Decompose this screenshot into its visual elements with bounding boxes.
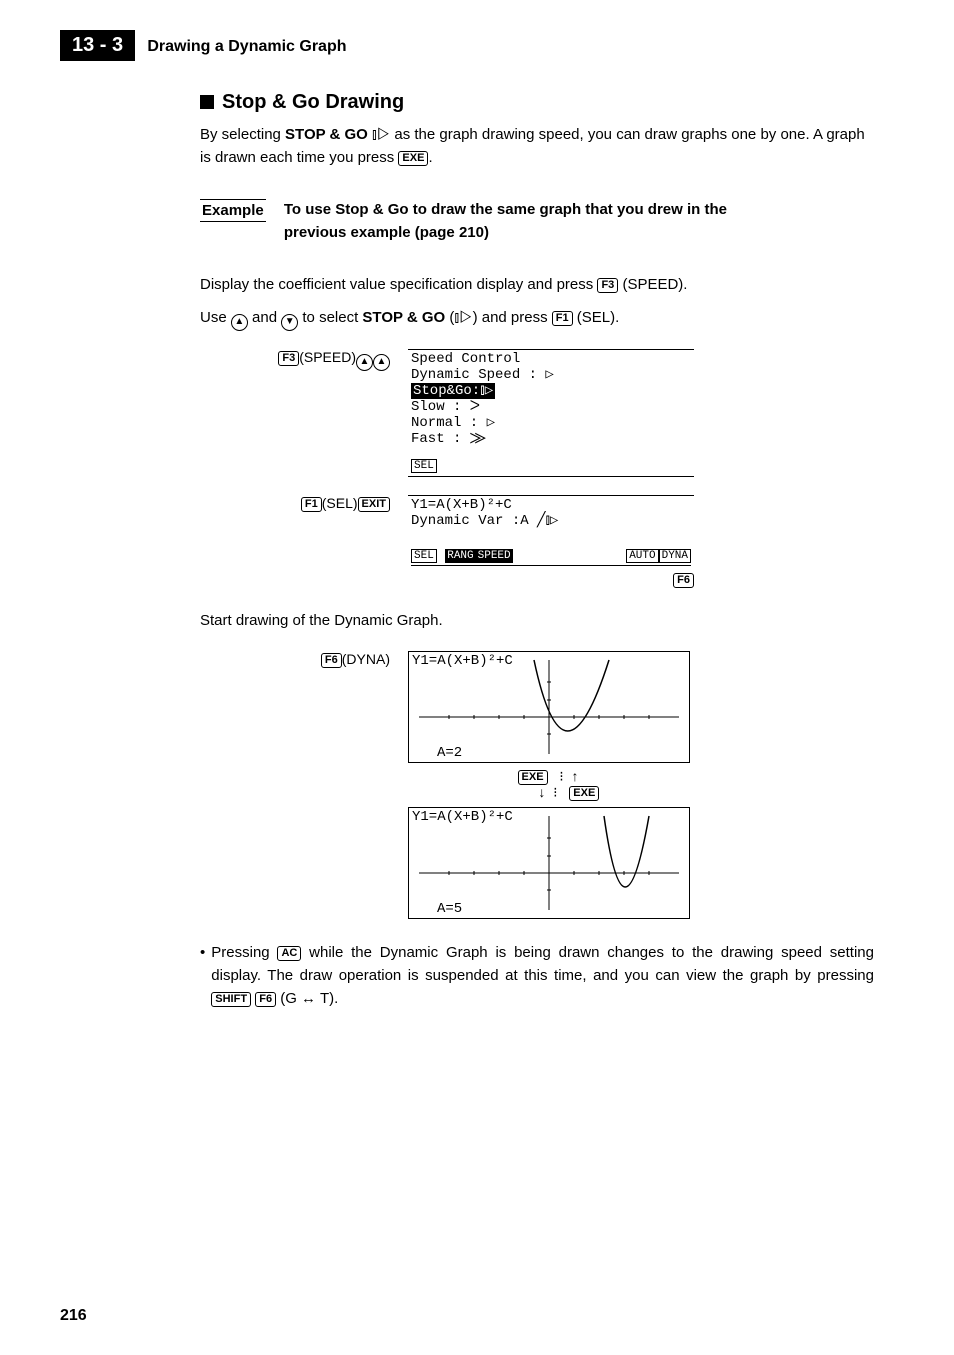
step2: Use ▲ and ▼ to select STOP & GO (⫾▷) and… — [200, 307, 874, 331]
down-key-icon: ▼ — [281, 314, 298, 331]
lcd-screen-2: Y1=A(X+B)²+C Dynamic Var :A ╱⫾▷ SEL RANG… — [408, 495, 694, 567]
bullet-a: Pressing — [211, 944, 277, 961]
step2-d: STOP & GO — [362, 309, 445, 326]
bullet-dot: • — [200, 941, 205, 1011]
lcd1-line3: Stop&Go:⫾▷ — [411, 383, 495, 399]
lcd2-line1: Y1=A(X+B)²+C — [411, 497, 691, 513]
lcd2-dyna-btn: DYNA — [659, 549, 691, 563]
f3-key-icon: F3 — [597, 278, 618, 293]
lcd1-line4: Slow : ᐳ — [411, 399, 691, 415]
bullet-c: (G ↔ T). — [276, 990, 338, 1007]
ac-key-icon: AC — [277, 946, 301, 961]
graph2-a-value: A=5 — [437, 901, 462, 917]
step1: Display the coefficient value specificat… — [200, 274, 874, 297]
step2-e: (⫾▷) and press — [445, 309, 552, 326]
graph-screen-1: Y1=A(X+B)²+C — [408, 651, 690, 763]
lcd2-sel-btn: SEL — [411, 549, 437, 563]
step2-f: (SEL). — [573, 309, 620, 326]
intro-text-b: STOP & GO — [285, 126, 368, 143]
intro-paragraph: By selecting STOP & GO ⫾▷ as the graph d… — [200, 124, 874, 169]
lcd1-line5: Normal : ▷ — [411, 415, 691, 431]
step2-c: to select — [298, 309, 362, 326]
up-key-icon: ▲ — [231, 314, 248, 331]
chapter-title: Drawing a Dynamic Graph — [147, 38, 346, 56]
section-title-text: Stop & Go Drawing — [222, 91, 404, 113]
step1-a: Display the coefficient value specificat… — [200, 276, 597, 293]
up-key-icon: ▲ — [373, 354, 390, 371]
note-bullet: • Pressing AC while the Dynamic Graph is… — [200, 941, 874, 1011]
exe-key-icon: EXE — [569, 786, 599, 801]
example-text: To use Stop & Go to draw the same graph … — [284, 199, 764, 244]
start-line: Start drawing of the Dynamic Graph. — [200, 610, 874, 633]
bullet-b: while the Dynamic Graph is being drawn c… — [211, 944, 874, 984]
row2-keys: F1(SEL)EXIT — [200, 495, 408, 512]
step2-a: Use — [200, 309, 231, 326]
up-key-icon: ▲ — [356, 354, 373, 371]
f3-key-icon: F3 — [278, 351, 299, 366]
intro-text-a: By selecting — [200, 126, 285, 143]
graph-screen-2: Y1=A(X+B)²+C — [408, 807, 690, 919]
intro-text-d: . — [428, 149, 432, 166]
f6-key-icon: F6 — [255, 992, 276, 1007]
step1-b: (SPEED). — [618, 276, 687, 293]
page-number: 216 — [60, 1307, 87, 1325]
lcd2-speed-btn: SPEED — [476, 549, 513, 563]
row3-keys: F6(DYNA) — [200, 651, 408, 668]
f1-key-icon: F1 — [301, 497, 322, 512]
lcd2-rang-btn: RANG — [445, 549, 475, 563]
example-label: Example — [200, 199, 266, 222]
lcd1-sel-btn: SEL — [411, 459, 437, 473]
lcd2-auto-btn: AUTO — [626, 549, 658, 563]
section-bullet-icon — [200, 95, 214, 109]
exe-arrows: EXE ⁝ ↑ EXE ↓ ⁝ EXE — [408, 769, 688, 801]
row1-key-label: (SPEED) — [299, 349, 356, 365]
row3-key-label: (DYNA) — [342, 651, 390, 667]
f1-key-icon: F1 — [552, 311, 573, 326]
f6-key-icon: F6 — [673, 573, 694, 588]
exe-key-icon: EXE — [518, 770, 548, 785]
exe-key-icon: EXE — [398, 151, 428, 166]
f6-key-icon: F6 — [321, 653, 342, 668]
section-title: Stop & Go Drawing — [200, 91, 874, 114]
lcd1-line2: Dynamic Speed : ▷ — [411, 367, 691, 383]
row2-key-label: (SEL) — [322, 495, 358, 511]
row1-keys: F3(SPEED)▲▲ — [200, 349, 408, 371]
lcd1-line6: Fast : ⨠ — [411, 431, 691, 447]
lcd-screen-1: Speed Control Dynamic Speed : ▷ Stop&Go:… — [408, 349, 694, 478]
step2-b: and — [248, 309, 281, 326]
lcd1-line1: Speed Control — [411, 351, 691, 367]
chapter-tab: 13 - 3 — [60, 30, 135, 61]
graph1-a-value: A=2 — [437, 745, 462, 761]
lcd2-line2: Dynamic Var :A ╱⫾▷ — [411, 513, 691, 529]
exit-key-icon: EXIT — [358, 497, 390, 512]
shift-key-icon: SHIFT — [211, 992, 251, 1007]
